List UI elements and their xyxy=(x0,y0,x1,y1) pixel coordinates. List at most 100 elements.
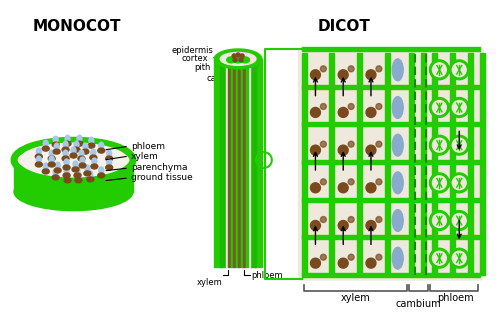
Ellipse shape xyxy=(392,96,403,118)
Circle shape xyxy=(338,108,348,117)
Ellipse shape xyxy=(64,178,71,183)
Circle shape xyxy=(452,251,466,265)
FancyBboxPatch shape xyxy=(302,53,306,275)
Text: DICOT: DICOT xyxy=(318,19,370,34)
Circle shape xyxy=(376,179,382,185)
Circle shape xyxy=(376,216,382,222)
Ellipse shape xyxy=(98,148,104,153)
Circle shape xyxy=(348,104,354,110)
FancyBboxPatch shape xyxy=(254,59,262,267)
FancyBboxPatch shape xyxy=(302,198,480,202)
Ellipse shape xyxy=(42,169,49,174)
Ellipse shape xyxy=(74,141,79,148)
Ellipse shape xyxy=(88,171,93,178)
Circle shape xyxy=(338,145,348,155)
Circle shape xyxy=(376,141,382,147)
Ellipse shape xyxy=(392,210,403,232)
Ellipse shape xyxy=(55,162,60,169)
Ellipse shape xyxy=(54,143,59,150)
Circle shape xyxy=(338,70,348,80)
Ellipse shape xyxy=(84,171,91,176)
Circle shape xyxy=(432,214,446,227)
Ellipse shape xyxy=(73,147,80,152)
Ellipse shape xyxy=(52,142,59,147)
Circle shape xyxy=(240,54,244,58)
Ellipse shape xyxy=(36,148,42,155)
FancyBboxPatch shape xyxy=(330,53,334,275)
Circle shape xyxy=(452,101,466,114)
Circle shape xyxy=(320,141,326,147)
Circle shape xyxy=(366,183,376,193)
Circle shape xyxy=(233,58,237,62)
Circle shape xyxy=(236,53,240,57)
FancyBboxPatch shape xyxy=(242,59,243,267)
Ellipse shape xyxy=(99,167,103,174)
Ellipse shape xyxy=(220,52,256,65)
Circle shape xyxy=(338,258,348,268)
FancyBboxPatch shape xyxy=(385,53,390,275)
Ellipse shape xyxy=(214,49,262,69)
Ellipse shape xyxy=(48,156,55,161)
Ellipse shape xyxy=(392,172,403,194)
Ellipse shape xyxy=(77,135,82,142)
Ellipse shape xyxy=(75,167,80,174)
Circle shape xyxy=(348,216,354,222)
Circle shape xyxy=(432,176,446,190)
Circle shape xyxy=(430,248,450,268)
Ellipse shape xyxy=(53,149,60,154)
Ellipse shape xyxy=(64,159,69,166)
FancyBboxPatch shape xyxy=(432,53,438,275)
Text: epidermis: epidermis xyxy=(172,47,218,55)
Ellipse shape xyxy=(53,169,58,176)
Circle shape xyxy=(376,254,382,260)
FancyBboxPatch shape xyxy=(408,53,414,275)
Circle shape xyxy=(450,60,469,80)
Ellipse shape xyxy=(392,247,403,269)
Circle shape xyxy=(348,141,354,147)
Ellipse shape xyxy=(63,150,68,157)
Circle shape xyxy=(310,220,320,231)
Circle shape xyxy=(452,63,466,77)
Circle shape xyxy=(432,138,446,152)
Circle shape xyxy=(452,176,466,190)
Ellipse shape xyxy=(92,158,97,165)
FancyBboxPatch shape xyxy=(250,59,256,267)
Ellipse shape xyxy=(89,137,94,144)
Ellipse shape xyxy=(78,156,85,161)
Circle shape xyxy=(430,60,450,80)
FancyBboxPatch shape xyxy=(238,59,240,267)
FancyBboxPatch shape xyxy=(357,53,362,275)
FancyBboxPatch shape xyxy=(246,59,248,267)
Ellipse shape xyxy=(79,163,86,168)
FancyBboxPatch shape xyxy=(480,53,485,275)
Ellipse shape xyxy=(14,173,133,211)
Circle shape xyxy=(310,108,320,117)
Text: xylem: xylem xyxy=(131,152,159,161)
Ellipse shape xyxy=(99,142,103,149)
Ellipse shape xyxy=(91,149,96,156)
Ellipse shape xyxy=(392,134,403,156)
Ellipse shape xyxy=(87,177,94,182)
FancyBboxPatch shape xyxy=(302,160,480,164)
Circle shape xyxy=(320,66,326,72)
Text: cambium: cambium xyxy=(206,65,246,83)
Ellipse shape xyxy=(106,156,112,161)
Ellipse shape xyxy=(62,147,69,152)
Ellipse shape xyxy=(48,162,55,167)
FancyBboxPatch shape xyxy=(298,48,483,280)
Ellipse shape xyxy=(98,173,104,178)
Circle shape xyxy=(430,135,450,155)
Text: MONOCOT: MONOCOT xyxy=(32,19,120,34)
Circle shape xyxy=(320,216,326,222)
Circle shape xyxy=(310,70,320,80)
Ellipse shape xyxy=(36,154,43,159)
FancyBboxPatch shape xyxy=(226,59,250,267)
Ellipse shape xyxy=(83,143,88,150)
Ellipse shape xyxy=(44,163,48,170)
Ellipse shape xyxy=(64,167,69,174)
FancyBboxPatch shape xyxy=(302,122,480,126)
Text: xylem: xylem xyxy=(196,278,222,287)
Circle shape xyxy=(432,101,446,114)
Ellipse shape xyxy=(74,173,81,178)
Ellipse shape xyxy=(64,141,71,146)
